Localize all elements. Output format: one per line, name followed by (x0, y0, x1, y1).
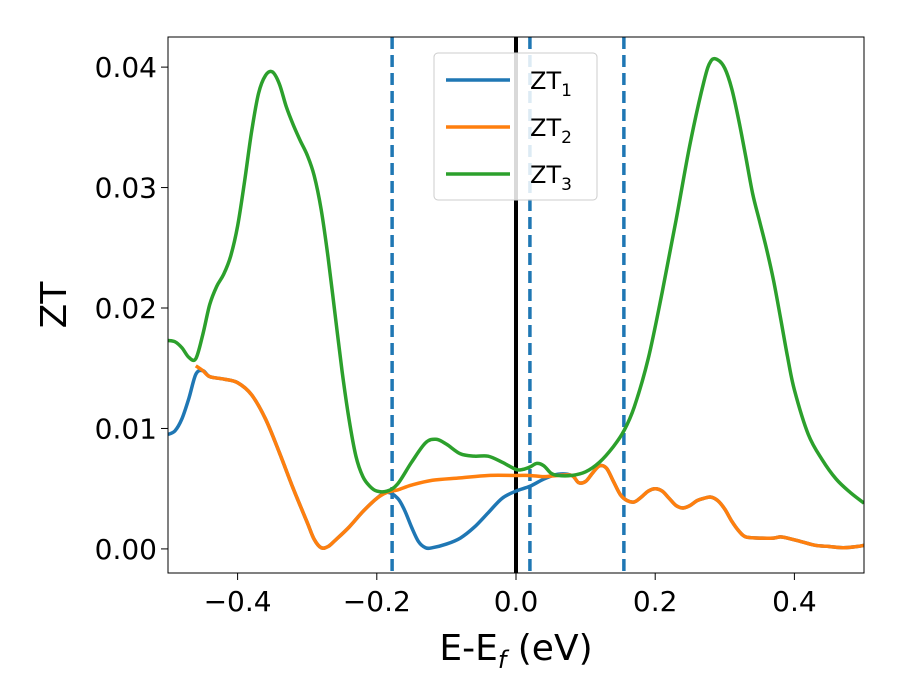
x-axis-title-main: E-E (439, 628, 497, 669)
y-tick-label: 0.03 (95, 172, 157, 205)
legend-label-zt1: ZT1 (530, 67, 572, 101)
y-tick-label: 0.01 (95, 412, 157, 445)
legend-label-zt3: ZT3 (530, 161, 572, 195)
series-line-zt3 (168, 56, 864, 505)
legend-label-subscript: 2 (561, 128, 572, 148)
series-line-zt2 (194, 364, 864, 550)
x-axis-title-unit: (eV) (506, 628, 592, 669)
y-tick-label: 0.00 (95, 533, 157, 566)
x-tick-label: 0.2 (633, 585, 678, 618)
y-axis-ticks: 0.00 0.01 0.02 0.03 0.04 (95, 51, 168, 566)
legend-label-subscript: 3 (561, 175, 572, 195)
series-lines (168, 56, 864, 551)
x-tick-label: −0.2 (343, 585, 411, 618)
x-tick-label: 0.0 (494, 585, 539, 618)
y-tick-label: 0.02 (95, 292, 157, 325)
y-tick-label: 0.04 (95, 51, 157, 84)
legend-label-subscript: 1 (561, 81, 572, 101)
legend-label-main: ZT (530, 67, 561, 95)
y-axis-title: ZT (34, 281, 75, 329)
x-tick-label: −0.4 (204, 585, 272, 618)
x-axis-title: E-Ef (eV) (439, 628, 592, 674)
legend-label-main: ZT (530, 161, 561, 189)
legend-box (433, 52, 598, 201)
legend-label-main: ZT (530, 114, 561, 142)
x-tick-label: 0.4 (772, 585, 817, 618)
x-axis-ticks: −0.4 −0.2 0.0 0.2 0.4 (204, 573, 817, 618)
legend-label-zt2: ZT2 (530, 114, 572, 148)
